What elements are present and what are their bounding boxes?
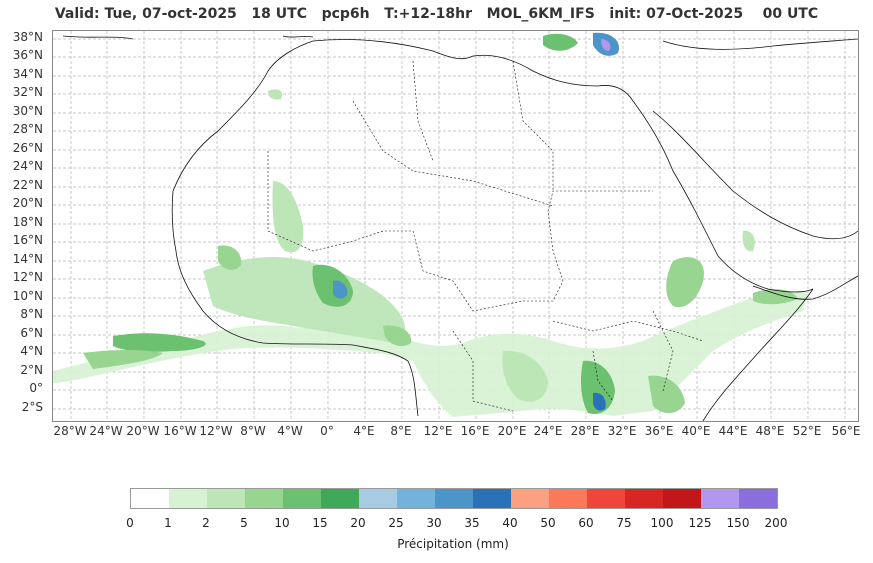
colorbar-segment (549, 489, 587, 508)
lat-label: 34°N (12, 67, 43, 81)
lat-label: 6°N (20, 326, 43, 340)
lon-label: 56°E (831, 424, 861, 438)
lon-label: 32°E (607, 424, 637, 438)
colorbar-tick: 2 (202, 516, 210, 530)
colorbar-segment (663, 489, 701, 508)
lon-label: 40°E (681, 424, 711, 438)
colorbar-tick: 200 (764, 516, 788, 530)
lon-label: 48°E (755, 424, 785, 438)
precipitation-map (52, 30, 859, 422)
lat-label: 18°N (12, 215, 43, 229)
lon-label: 44°E (718, 424, 748, 438)
colorbar-tick: 20 (350, 516, 366, 530)
colorbar-segment (701, 489, 739, 508)
lat-label: 8°N (20, 307, 43, 321)
lon-label: 28°E (570, 424, 600, 438)
lat-label: 0° (29, 381, 43, 395)
colorbar-segment (739, 489, 777, 508)
colorbar-segment (397, 489, 435, 508)
colorbar-tick: 15 (312, 516, 328, 530)
colorbar-segment (245, 489, 283, 508)
lon-label: 0° (320, 424, 334, 438)
lon-label: 20°E (497, 424, 527, 438)
lon-label: 4°E (353, 424, 375, 438)
lon-label: 24°W (89, 424, 123, 438)
colorbar-segment (321, 489, 359, 508)
lat-label: 16°N (12, 233, 43, 247)
lon-label: 16°E (460, 424, 490, 438)
lon-label: 12°E (423, 424, 453, 438)
colorbar-segment (473, 489, 511, 508)
lat-label: 14°N (12, 252, 43, 266)
lat-label: 24°N (12, 159, 43, 173)
lat-label: 32°N (12, 85, 43, 99)
lon-label: 8°W (240, 424, 266, 438)
lat-label: 2°S (21, 400, 43, 414)
colorbar-tick: 125 (688, 516, 712, 530)
lat-label: 38°N (12, 30, 43, 44)
colorbar-tick: 150 (726, 516, 750, 530)
lat-label: 10°N (12, 289, 43, 303)
colorbar-tick: 5 (240, 516, 248, 530)
lon-label: 52°E (792, 424, 822, 438)
colorbar-label: Précipitation (mm) (397, 537, 509, 551)
colorbar-tick: 1 (164, 516, 172, 530)
precipitation-field (53, 32, 808, 417)
colorbar-segment (131, 489, 169, 508)
lat-label: 12°N (12, 270, 43, 284)
lat-label: 2°N (20, 363, 43, 377)
colorbar (130, 488, 778, 509)
lon-label: 24°E (533, 424, 563, 438)
colorbar-segment (207, 489, 245, 508)
lat-label: 26°N (12, 141, 43, 155)
colorbar-tick: 10 (274, 516, 290, 530)
colorbar-tick: 40 (502, 516, 518, 530)
lat-label: 20°N (12, 196, 43, 210)
colorbar-tick: 0 (126, 516, 134, 530)
lon-label: 20°W (126, 424, 160, 438)
colorbar-tick: 25 (388, 516, 404, 530)
colorbar-segment (587, 489, 625, 508)
lon-label: 4°W (277, 424, 303, 438)
colorbar-segment (625, 489, 663, 508)
colorbar-segment (435, 489, 473, 508)
lon-label: 8°E (390, 424, 412, 438)
colorbar-segment (359, 489, 397, 508)
colorbar-tick: 35 (464, 516, 480, 530)
colorbar-segment (511, 489, 549, 508)
colorbar-tick: 75 (616, 516, 632, 530)
colorbar-segment (169, 489, 207, 508)
colorbar-tick: 100 (650, 516, 674, 530)
map-canvas (53, 31, 858, 421)
lat-label: 28°N (12, 122, 43, 136)
map-title: Valid: Tue, 07-oct-2025 18 UTC pcp6h T:+… (54, 6, 819, 22)
lat-label: 30°N (12, 104, 43, 118)
lat-label: 22°N (12, 178, 43, 192)
lon-label: 36°E (644, 424, 674, 438)
colorbar-tick: 30 (426, 516, 442, 530)
lon-label: 28°W (53, 424, 87, 438)
lon-label: 16°W (163, 424, 197, 438)
lat-label: 4°N (20, 344, 43, 358)
lat-label: 36°N (12, 48, 43, 62)
colorbar-segment (283, 489, 321, 508)
coastlines-borders (62, 35, 858, 421)
colorbar-tick: 60 (578, 516, 594, 530)
colorbar-tick: 50 (540, 516, 556, 530)
lon-label: 12°W (199, 424, 233, 438)
